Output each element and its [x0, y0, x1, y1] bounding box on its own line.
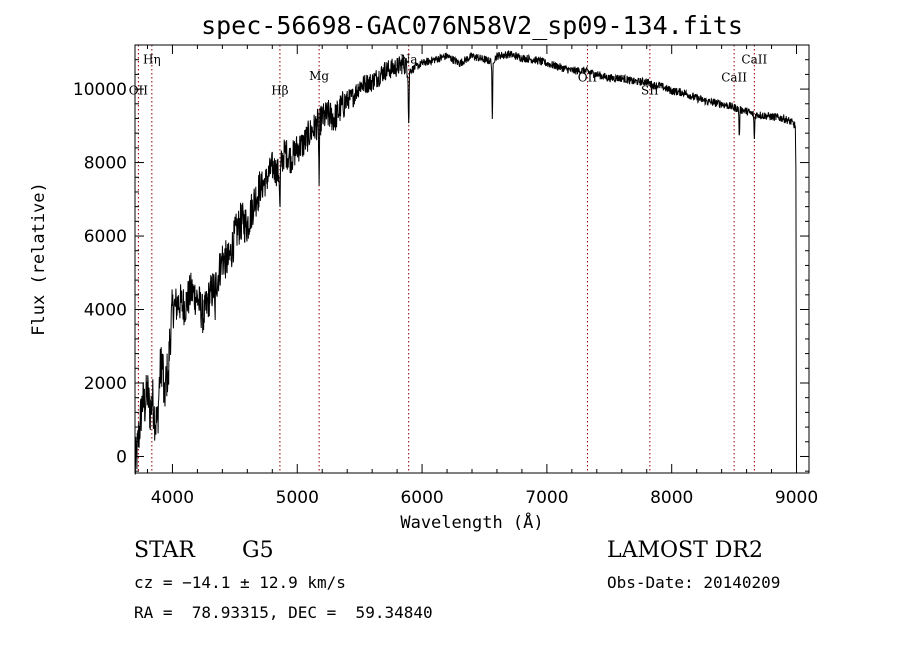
line-marker-label: Na	[400, 52, 418, 66]
x-axis-label: Wavelength (Å)	[400, 511, 543, 533]
x-tick-label: 7000	[525, 488, 568, 508]
plot-frame	[134, 44, 810, 474]
survey-name: LAMOST DR2	[607, 538, 763, 563]
line-marker-label: OII	[578, 71, 598, 85]
observation-date: Obs-Date: 20140209	[607, 573, 781, 592]
line-marker-label: CaII	[721, 71, 747, 85]
y-tick-label: 4000	[84, 301, 127, 321]
line-marker-label: Hη	[143, 52, 161, 66]
line-marker-label: Hβ	[271, 84, 288, 98]
line-marker-label: CaII	[741, 52, 767, 66]
y-tick-label: 6000	[84, 227, 127, 247]
spectrum-series	[134, 50, 797, 475]
redshift-value: cz = −14.1 ± 12.9 km/s	[134, 573, 346, 592]
y-tick-label: 10000	[73, 80, 127, 100]
spectral-subclass: G5	[242, 538, 274, 563]
x-tick-label: 6000	[400, 488, 443, 508]
chart-title: spec-56698-GAC076N58V2_sp09-134.fits	[201, 11, 743, 40]
y-tick-label: 8000	[84, 154, 127, 174]
coordinates: RA = 78.93315, DEC = 59.34840	[134, 603, 433, 622]
y-tick-label: 2000	[84, 374, 127, 394]
y-axis: 0 2000 4000 6000 8000 10000	[73, 44, 809, 472]
y-axis-label: Flux (relative)	[29, 182, 49, 336]
object-class: STAR	[134, 538, 195, 563]
y-tick-label: 0	[116, 447, 127, 467]
x-tick-label: 8000	[650, 488, 693, 508]
x-tick-label: 5000	[276, 488, 319, 508]
line-marker-label: Mg	[309, 69, 329, 83]
spectrum-line	[134, 50, 797, 475]
x-tick-label: 4000	[151, 488, 194, 508]
x-tick-label: 9000	[775, 488, 818, 508]
line-marker-label: OII	[129, 84, 149, 98]
x-axis: 4000 5000 6000 7000 8000 9000	[146, 45, 818, 508]
